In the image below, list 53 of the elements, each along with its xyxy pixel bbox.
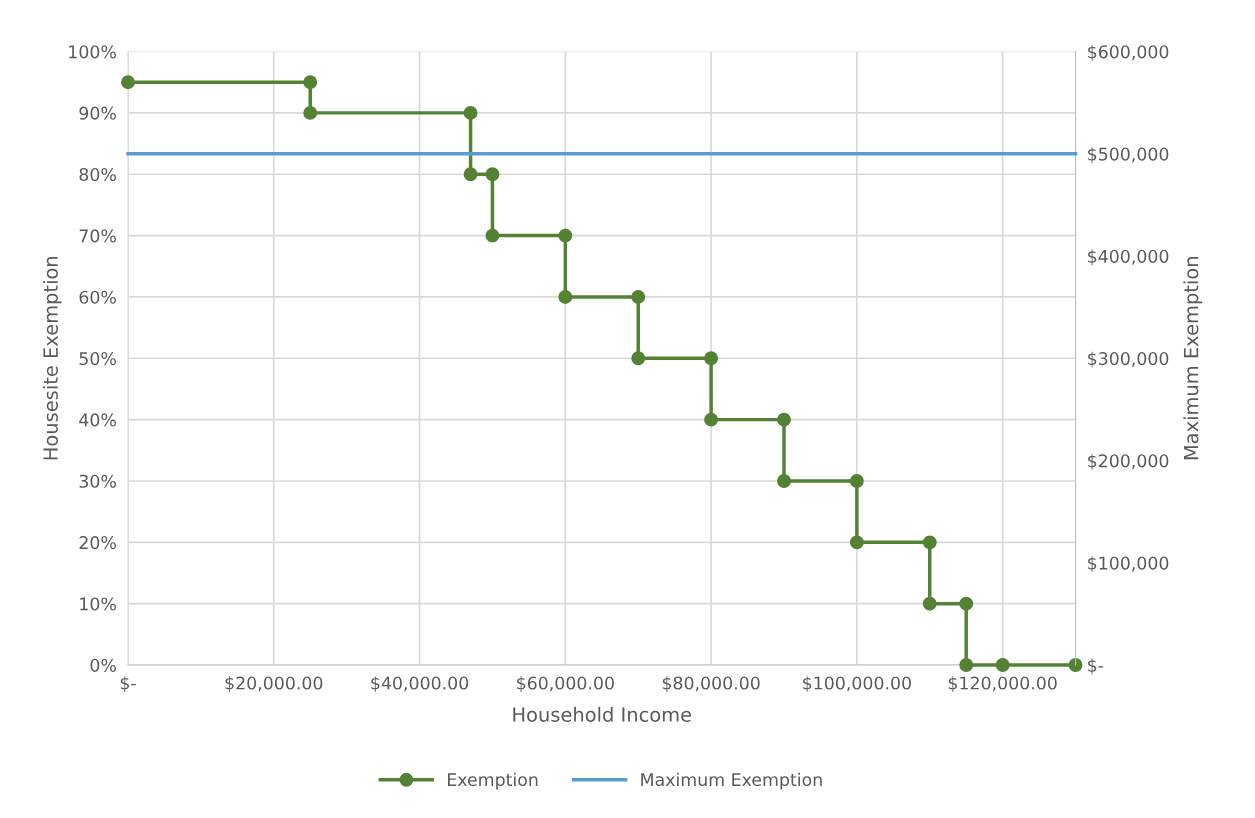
y2-tick-label: $400,000: [1088, 249, 1169, 266]
x-axis-title: Household Income: [513, 706, 692, 722]
y2-tick-label: $500,000: [1088, 147, 1169, 163]
point: [1068, 658, 1083, 672]
point: [485, 228, 500, 243]
y-tick-label: 60%: [79, 290, 116, 304]
y2-axis-title: Maximum Exemption: [1183, 257, 1203, 460]
legend-label: Exemption: [448, 772, 538, 790]
point: [777, 412, 791, 427]
x-tick-label: $100,000.00: [803, 676, 911, 692]
y-tick-label: 70%: [79, 229, 116, 243]
x-tick-label: $20,000.00: [225, 676, 323, 692]
y2-tick-label: $100,000: [1088, 556, 1169, 572]
y-tick-label: 10%: [80, 597, 116, 611]
x-tick-label: $-: [120, 676, 136, 692]
point: [922, 535, 937, 550]
y-tick-label: 80%: [79, 167, 116, 182]
point: [303, 75, 318, 90]
x-tick-label: $120,000.00: [948, 676, 1057, 692]
y-tick-label: 100%: [69, 45, 116, 59]
point: [121, 75, 135, 90]
y2-tick-label: $300,000: [1088, 351, 1169, 368]
point: [558, 228, 573, 243]
point: [303, 105, 318, 120]
point: [704, 351, 719, 366]
y-axis-title: Housesite Exemption: [42, 256, 62, 460]
y-tick-label: 90%: [79, 106, 116, 120]
y-tick-label: 20%: [79, 536, 116, 550]
point: [959, 658, 974, 672]
y-tick-label: 50%: [79, 351, 116, 366]
y2-tick-label: $200,000: [1088, 453, 1169, 470]
point: [485, 167, 500, 182]
point: [849, 474, 864, 488]
point: [922, 596, 937, 611]
point: [631, 289, 646, 304]
point: [777, 474, 791, 488]
y-tick-label: 30%: [79, 474, 116, 488]
point: [558, 289, 573, 304]
point: [463, 167, 478, 182]
y-tick-label: 40%: [79, 413, 116, 427]
point: [849, 535, 864, 550]
x-tick-label: $80,000.00: [662, 676, 760, 692]
x-tick-label: $60,000.00: [517, 676, 614, 692]
point: [631, 351, 646, 366]
point: [995, 658, 1010, 672]
point: [704, 412, 719, 427]
x-tick-label: $40,000.00: [371, 676, 469, 692]
y-tick-label: 0%: [90, 658, 116, 672]
legend-label: Maximum Exemption: [641, 772, 822, 790]
y2-tick-label: $-: [1088, 658, 1104, 675]
point: [959, 596, 974, 611]
point: [463, 105, 478, 120]
y2-tick-label: $600,000: [1088, 44, 1169, 61]
